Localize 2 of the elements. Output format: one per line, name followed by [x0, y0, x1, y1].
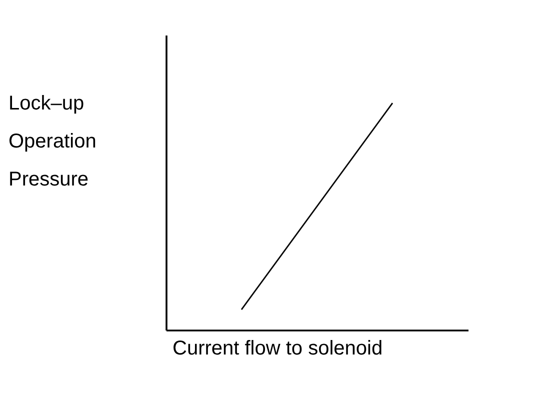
- x-axis-title: Current flow to solenoid: [172, 338, 383, 360]
- y-axis-title: Lock–up Operation Pressure: [8, 92, 96, 190]
